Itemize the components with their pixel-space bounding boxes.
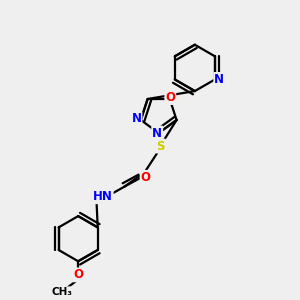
Text: O: O <box>165 91 175 104</box>
Text: O: O <box>73 268 83 281</box>
Text: S: S <box>156 140 165 153</box>
Text: O: O <box>141 171 151 184</box>
Text: HN: HN <box>93 190 113 203</box>
Text: N: N <box>131 112 141 125</box>
Text: N: N <box>214 73 224 86</box>
Text: CH₃: CH₃ <box>52 287 73 297</box>
Text: N: N <box>152 127 162 140</box>
